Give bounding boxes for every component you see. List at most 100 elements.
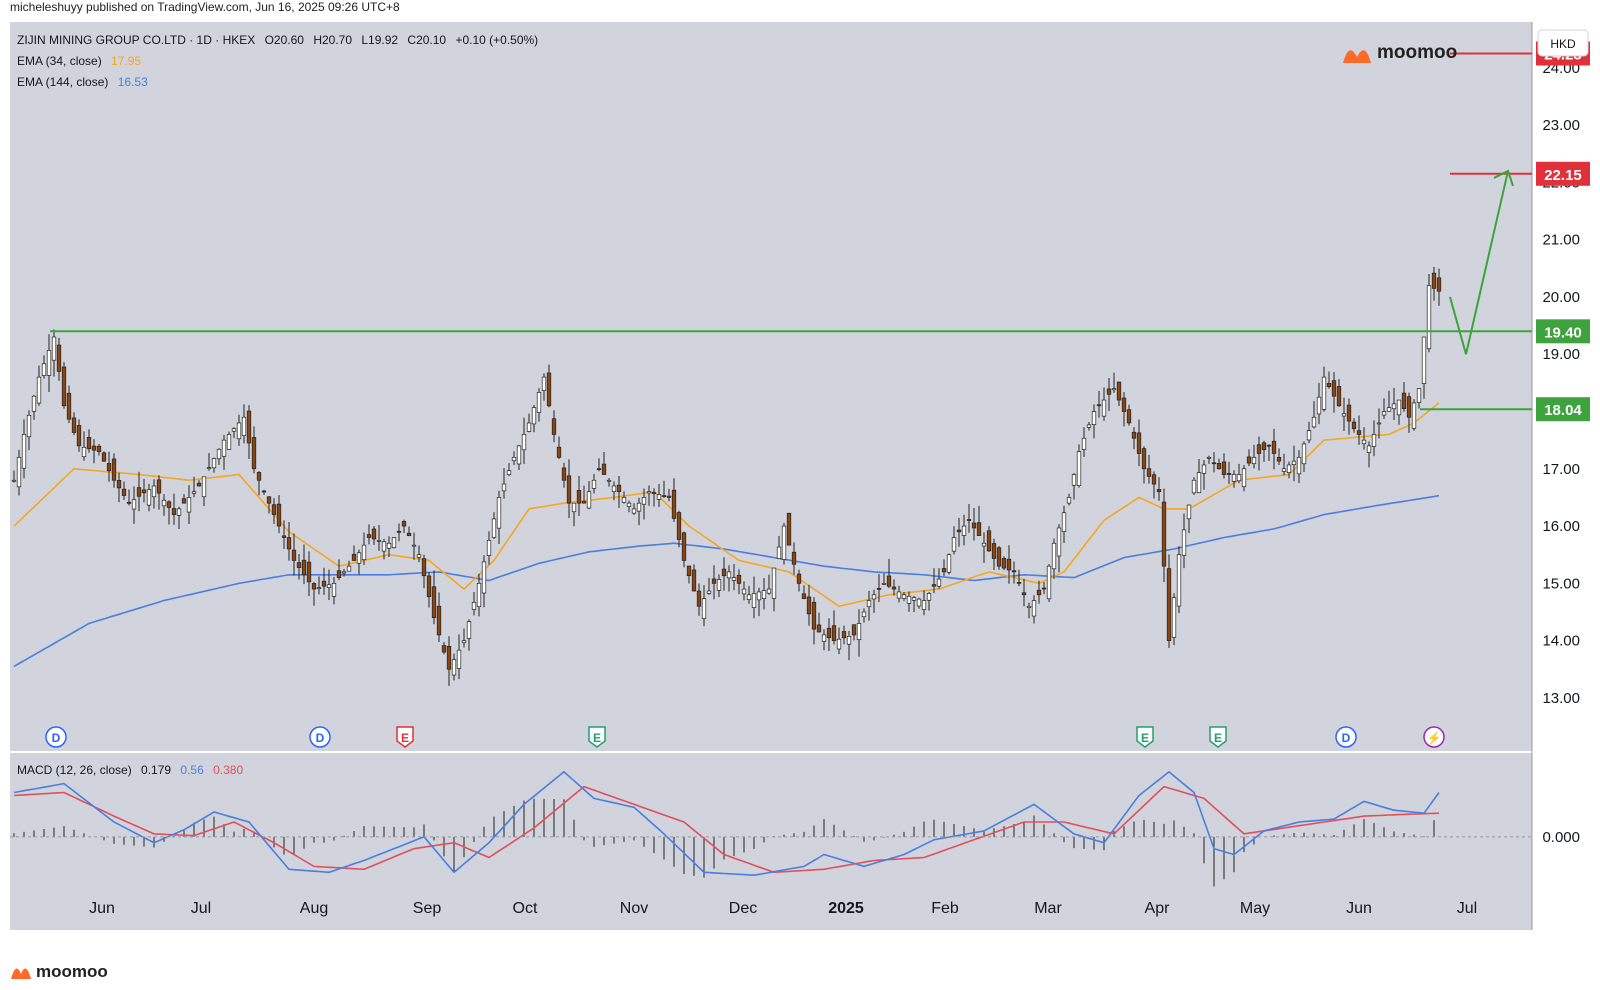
candle-body [696, 590, 702, 607]
candle-body [1266, 444, 1272, 447]
currency-label: HKD [1550, 37, 1576, 51]
ema34-label: EMA (34, close) [17, 54, 102, 68]
moomoo-logo-text: moomoo [1377, 42, 1457, 63]
symbol-name: ZIJIN MINING GROUP CO.LTD · 1D · HKEX [17, 33, 255, 47]
candle-body [1321, 376, 1327, 410]
candle-body [1291, 460, 1297, 465]
x-tick-label: Jun [1346, 900, 1372, 917]
open-value: O20.60 [265, 33, 305, 47]
macd-signal-line [13, 785, 1440, 874]
candle-body [491, 518, 497, 538]
candle-body [396, 530, 402, 533]
x-tick-label: Jul [1457, 900, 1477, 917]
candle-body [1186, 504, 1192, 520]
candle-body [1241, 468, 1247, 488]
candle-body [1081, 437, 1087, 450]
candle-body [476, 582, 482, 608]
candle-body [536, 392, 542, 413]
candle-body [1226, 473, 1232, 475]
candle-body [11, 479, 17, 482]
level-badge-18.04 [1536, 397, 1590, 422]
candle-body [376, 540, 382, 542]
candle-body [791, 551, 797, 565]
candle-body [946, 554, 952, 573]
candle-body [1411, 402, 1417, 429]
candle-body [1101, 399, 1107, 417]
candle-body [1391, 403, 1397, 410]
currency-button[interactable] [1537, 29, 1589, 57]
candle-body [51, 336, 57, 361]
event-marker-dividend [1335, 726, 1357, 748]
candle-body [1236, 474, 1242, 482]
candle-body [731, 577, 737, 581]
x-tick-label: Apr [1145, 900, 1171, 917]
candle-body [611, 485, 617, 493]
candle-body [1146, 468, 1152, 477]
candle-body [601, 463, 607, 475]
candle-body [591, 479, 597, 489]
x-tick-label: Jul [191, 900, 211, 917]
candle-body [41, 363, 47, 376]
y-tick-label: 16.00 [1542, 518, 1580, 535]
candle-body [1306, 430, 1312, 441]
ema34-legend[interactable]: EMA (34, close) 17.95 [17, 54, 141, 68]
candle-body [936, 578, 942, 587]
candle-body [581, 500, 587, 504]
candle-body [176, 508, 182, 516]
moomoo-logo: moomoo [1343, 42, 1457, 63]
candle-body [941, 568, 947, 573]
candle-body [171, 508, 177, 515]
event-marker-earnings [588, 726, 606, 748]
macd-legend[interactable]: MACD (12, 26, close) 0.179 0.56 0.380 [17, 763, 243, 777]
candle-body [1001, 558, 1007, 569]
candle-body [1331, 380, 1337, 397]
candle-body [1426, 285, 1432, 350]
candle-body [346, 565, 352, 572]
candle-body [1076, 451, 1082, 486]
candle-body [706, 590, 712, 594]
candle-body [531, 407, 537, 425]
candle-body [566, 475, 572, 504]
candle-body [116, 479, 122, 489]
candle-body [451, 659, 457, 676]
candle-body [161, 499, 167, 507]
candle-body [266, 496, 272, 504]
candle-body [56, 344, 62, 372]
candle-body [951, 537, 957, 552]
candle-body [666, 495, 672, 498]
candle-body [426, 575, 432, 598]
x-tick-label: Jun [89, 900, 115, 917]
candle-body [516, 445, 522, 465]
candle-body [1156, 489, 1162, 493]
candle-body [686, 565, 692, 577]
candle-body [1371, 434, 1377, 447]
candle-body [781, 525, 787, 560]
publisher-line: micheleshuyy published on TradingView.co… [10, 0, 400, 14]
level-badge-text: 18.04 [1544, 402, 1582, 419]
candle-body [1311, 416, 1317, 428]
candle-body [776, 546, 782, 559]
event-marker-earnings [396, 726, 414, 748]
candle-body [1246, 456, 1252, 464]
candle-body [221, 439, 227, 457]
candle-body [596, 468, 602, 471]
x-tick-label: Sep [413, 900, 442, 917]
candle-body [761, 590, 767, 599]
candle-body [1421, 336, 1427, 384]
candle-body [371, 528, 377, 540]
candle-body [1256, 444, 1262, 454]
candle-body [96, 445, 102, 452]
candle-body [306, 561, 312, 583]
candle-body [801, 593, 807, 599]
projection-arrow-head [1493, 169, 1514, 187]
candle-body [1216, 463, 1222, 470]
ema144-legend[interactable]: EMA (144, close) 16.53 [17, 75, 148, 89]
candle-body [616, 484, 622, 493]
event-marker-dividend [45, 726, 67, 748]
candle-body [991, 543, 997, 559]
candle-body [186, 497, 192, 513]
candle-body [1201, 464, 1207, 474]
candle-body [641, 497, 647, 505]
candle-body [771, 567, 777, 599]
